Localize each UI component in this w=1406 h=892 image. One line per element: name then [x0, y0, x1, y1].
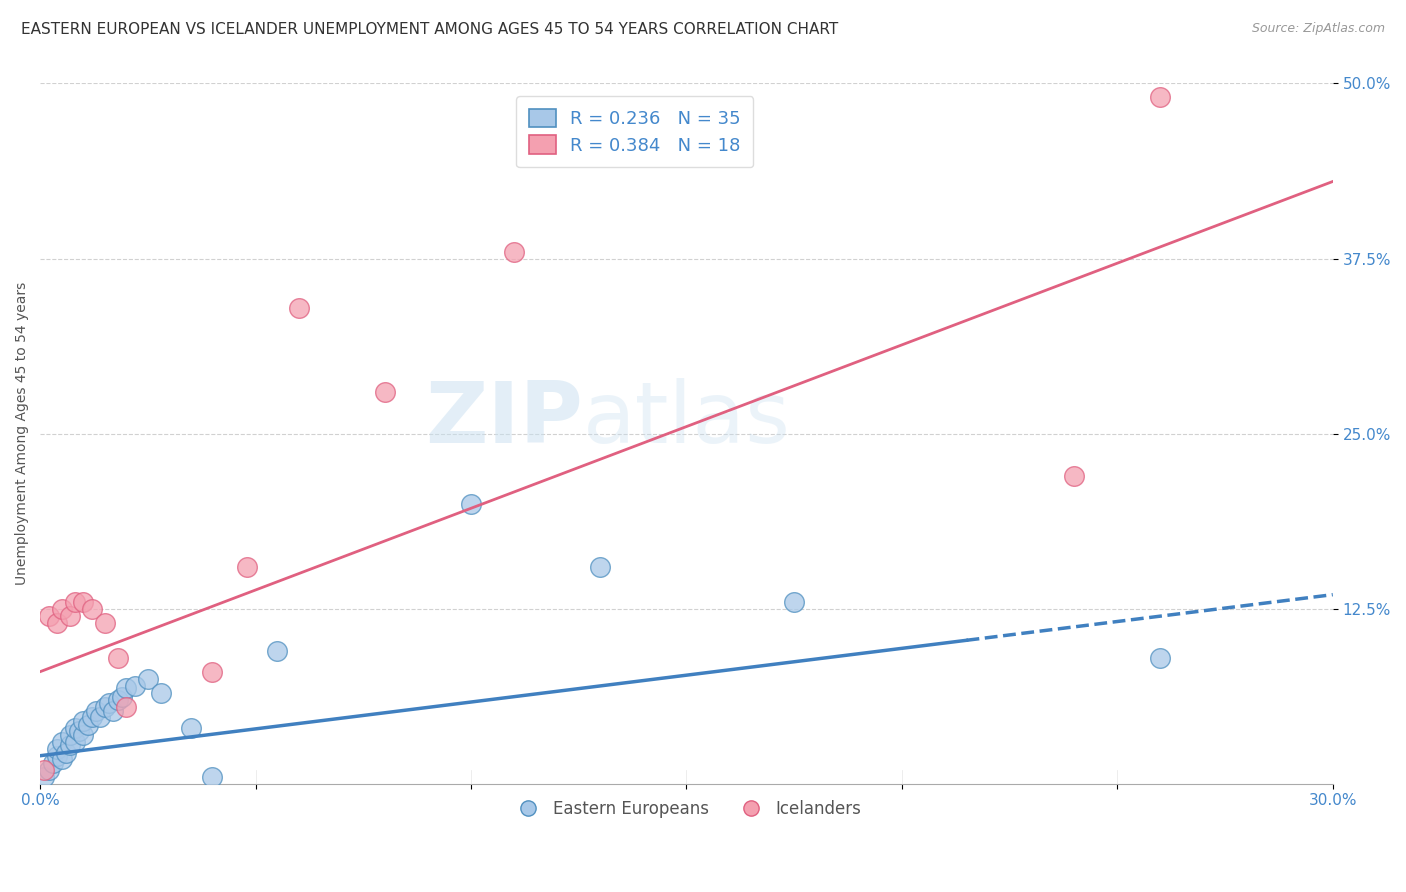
Point	[38, 608, 60, 623]
Point	[67, 723, 90, 738]
Point	[115, 681, 138, 696]
Point	[236, 559, 259, 574]
Point	[72, 714, 94, 728]
Y-axis label: Unemployment Among Ages 45 to 54 years: Unemployment Among Ages 45 to 54 years	[15, 282, 30, 585]
Point	[59, 728, 82, 742]
Text: atlas: atlas	[583, 378, 792, 461]
Point	[149, 686, 172, 700]
Point	[84, 704, 107, 718]
Point	[51, 751, 73, 765]
Point	[103, 704, 125, 718]
Point	[111, 690, 134, 704]
Point	[80, 709, 103, 723]
Point	[80, 601, 103, 615]
Point	[503, 244, 526, 259]
Point	[107, 650, 129, 665]
Point	[589, 559, 612, 574]
Point	[59, 608, 82, 623]
Point	[98, 696, 121, 710]
Point	[93, 699, 115, 714]
Point	[89, 709, 111, 723]
Point	[51, 601, 73, 615]
Point	[34, 770, 56, 784]
Point	[115, 699, 138, 714]
Point	[63, 735, 86, 749]
Point	[38, 763, 60, 777]
Point	[34, 763, 56, 777]
Point	[180, 721, 202, 735]
Point	[55, 746, 77, 760]
Point	[201, 665, 224, 679]
Point	[374, 384, 396, 399]
Point	[1149, 650, 1171, 665]
Point	[201, 770, 224, 784]
Point	[46, 615, 69, 630]
Point	[124, 679, 146, 693]
Point	[460, 497, 482, 511]
Text: EASTERN EUROPEAN VS ICELANDER UNEMPLOYMENT AMONG AGES 45 TO 54 YEARS CORRELATION: EASTERN EUROPEAN VS ICELANDER UNEMPLOYME…	[21, 22, 838, 37]
Point	[42, 756, 65, 770]
Point	[107, 692, 129, 706]
Point	[63, 595, 86, 609]
Point	[72, 728, 94, 742]
Text: Source: ZipAtlas.com: Source: ZipAtlas.com	[1251, 22, 1385, 36]
Point	[93, 615, 115, 630]
Point	[46, 741, 69, 756]
Point	[1063, 468, 1085, 483]
Text: ZIP: ZIP	[425, 378, 583, 461]
Point	[59, 738, 82, 752]
Point	[136, 672, 159, 686]
Point	[46, 748, 69, 763]
Point	[51, 735, 73, 749]
Point	[783, 595, 806, 609]
Point	[287, 301, 309, 315]
Point	[1149, 90, 1171, 104]
Legend: Eastern Europeans, Icelanders: Eastern Europeans, Icelanders	[505, 793, 869, 824]
Point	[266, 643, 288, 657]
Point	[72, 595, 94, 609]
Point	[63, 721, 86, 735]
Point	[76, 718, 98, 732]
